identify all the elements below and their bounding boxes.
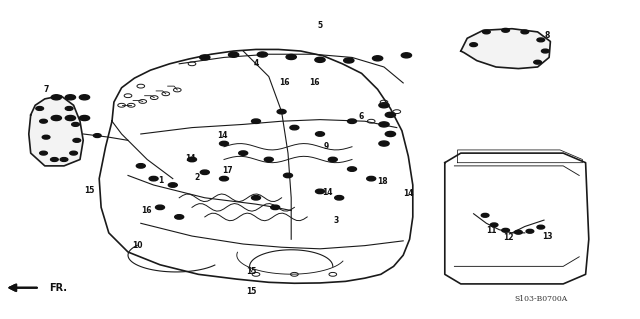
Circle shape [156,205,164,210]
Circle shape [537,38,545,42]
Circle shape [470,43,477,47]
Circle shape [51,158,58,161]
Circle shape [228,52,239,57]
Circle shape [72,122,79,126]
Text: 14: 14 [186,154,196,163]
Text: 8: 8 [545,31,550,40]
Circle shape [252,196,260,200]
Circle shape [316,132,324,136]
Circle shape [168,183,177,187]
Circle shape [515,230,522,234]
Circle shape [220,141,228,146]
Circle shape [40,119,47,123]
Polygon shape [29,96,83,166]
Text: 14: 14 [218,131,228,140]
Circle shape [65,115,76,121]
Circle shape [136,164,145,168]
Circle shape [60,158,68,161]
Circle shape [348,119,356,123]
Circle shape [335,196,344,200]
Text: 5: 5 [317,21,323,30]
Circle shape [252,119,260,123]
Circle shape [188,157,196,162]
Circle shape [70,151,77,155]
Text: 9: 9 [324,142,329,151]
Circle shape [51,95,61,100]
Circle shape [257,52,268,57]
Circle shape [344,58,354,63]
Circle shape [284,173,292,178]
Circle shape [534,60,541,64]
Circle shape [175,215,184,219]
Circle shape [483,30,490,34]
Text: 16: 16 [280,78,290,87]
Text: 16: 16 [310,78,320,87]
Circle shape [348,167,356,171]
Circle shape [385,112,396,117]
Circle shape [290,125,299,130]
Circle shape [93,134,101,137]
Text: 10: 10 [132,241,143,250]
Circle shape [526,229,534,233]
Circle shape [379,141,389,146]
Circle shape [367,176,376,181]
Circle shape [200,170,209,174]
Circle shape [541,49,549,53]
Circle shape [502,228,509,232]
Text: 15: 15 [246,267,256,276]
Circle shape [537,225,545,229]
Text: 1: 1 [159,176,164,185]
Circle shape [149,176,158,181]
Text: 2: 2 [195,173,200,182]
Text: 4: 4 [253,59,259,68]
Circle shape [481,213,489,217]
Text: 15: 15 [246,287,257,296]
Circle shape [239,151,248,155]
Circle shape [200,55,210,60]
Text: 11: 11 [486,226,497,235]
Circle shape [271,205,280,210]
Circle shape [316,189,324,194]
Circle shape [521,30,529,34]
Circle shape [65,95,76,100]
Text: 18: 18 [378,177,388,186]
Text: FR.: FR. [49,283,67,293]
Circle shape [372,56,383,61]
Text: 12: 12 [504,233,514,242]
Text: 17: 17 [222,166,232,175]
Circle shape [385,131,396,137]
Circle shape [73,138,81,142]
Text: 7: 7 [44,85,49,94]
Circle shape [277,109,286,114]
Text: S103-B0700A: S103-B0700A [514,295,568,303]
Text: 3: 3 [333,216,339,225]
Text: 6: 6 [359,112,364,121]
Text: 13: 13 [542,232,552,241]
Circle shape [264,157,273,162]
Circle shape [79,115,90,121]
Circle shape [42,135,50,139]
Circle shape [40,151,47,155]
Circle shape [379,122,389,127]
Circle shape [51,115,61,121]
Circle shape [490,223,498,227]
Text: 15: 15 [84,186,95,195]
Circle shape [286,55,296,60]
Text: 16: 16 [141,206,151,215]
Circle shape [502,28,509,32]
Text: 14: 14 [323,188,333,197]
Circle shape [79,95,90,100]
Text: 14: 14 [403,189,413,198]
Circle shape [315,57,325,63]
Circle shape [65,107,73,110]
Circle shape [220,176,228,181]
Polygon shape [461,29,550,69]
Circle shape [379,103,389,108]
Circle shape [36,107,44,110]
Circle shape [401,53,412,58]
Circle shape [328,157,337,162]
